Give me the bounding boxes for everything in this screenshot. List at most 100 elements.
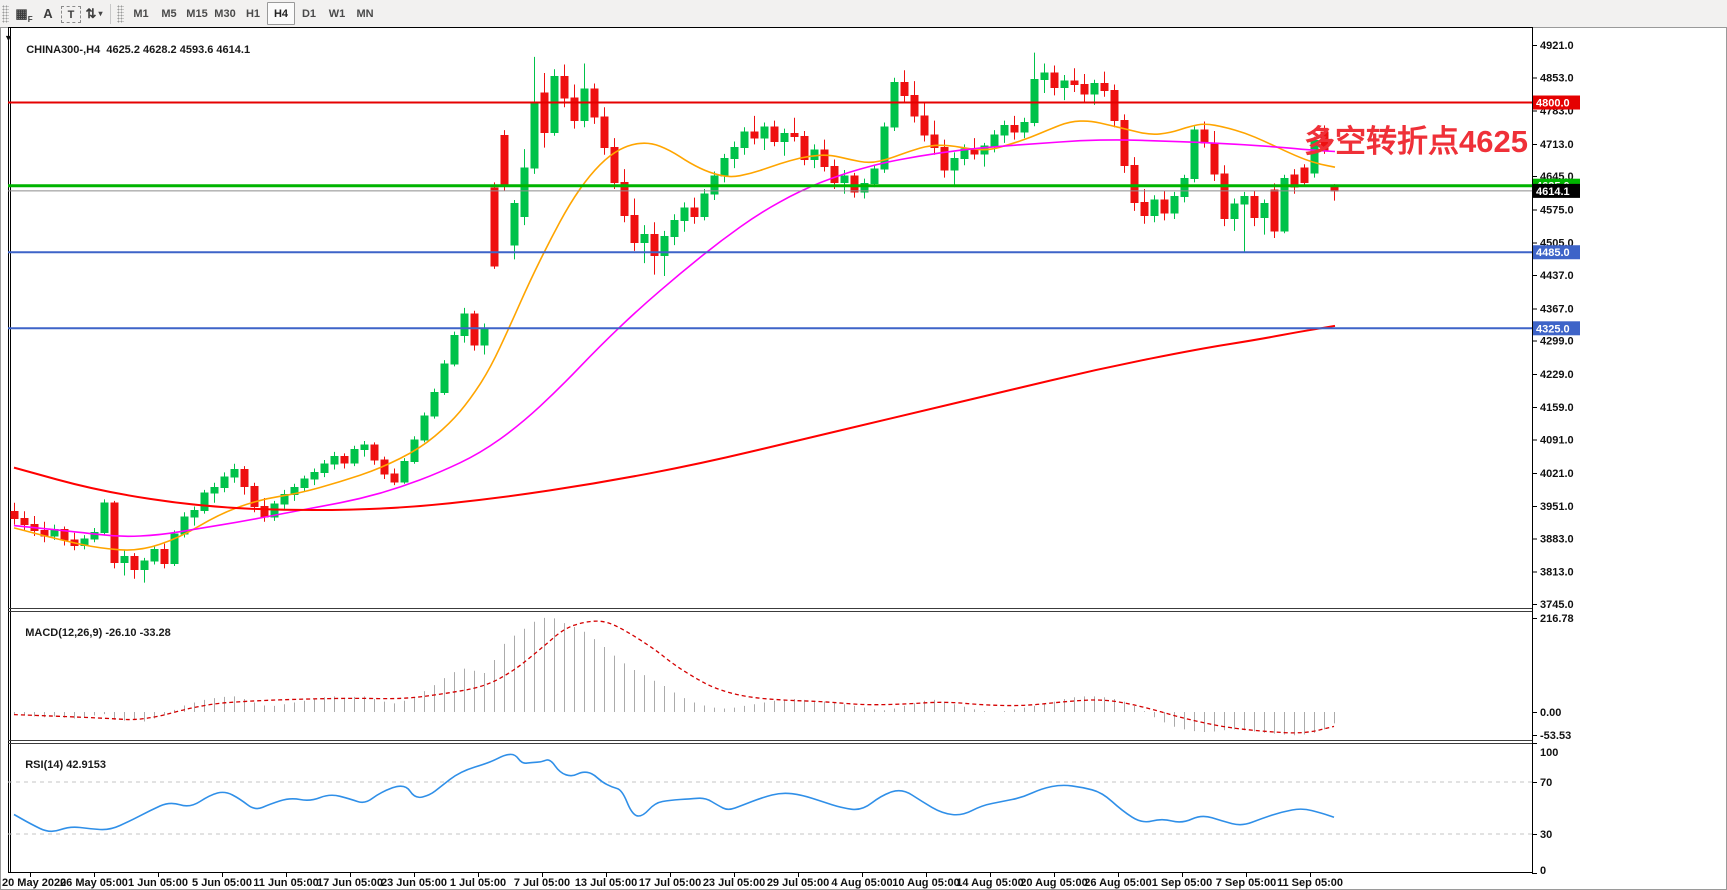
candle[interactable] (570, 97, 579, 122)
candle[interactable] (460, 313, 469, 336)
candle[interactable] (750, 131, 759, 139)
candle[interactable] (1190, 129, 1199, 180)
candle[interactable] (730, 147, 739, 160)
timeframe-mn-button[interactable]: MN (356, 7, 374, 20)
timeframe-w1-button[interactable]: W1 (328, 7, 346, 20)
candle[interactable] (1090, 83, 1099, 95)
candle[interactable] (1010, 124, 1019, 133)
candle[interactable] (820, 149, 829, 168)
candle[interactable] (770, 126, 779, 142)
candle[interactable] (650, 234, 659, 257)
candle[interactable] (1040, 72, 1049, 81)
candle[interactable] (240, 468, 249, 488)
candle[interactable] (640, 234, 649, 244)
candle[interactable] (720, 158, 729, 177)
candle[interactable] (740, 131, 749, 149)
candle[interactable] (1130, 164, 1139, 203)
candle[interactable] (830, 166, 839, 183)
candle[interactable] (680, 207, 689, 221)
candle[interactable] (1180, 178, 1189, 198)
candle[interactable] (1120, 120, 1129, 166)
candle[interactable] (90, 532, 99, 540)
candle[interactable] (1200, 129, 1209, 144)
candle[interactable] (1020, 121, 1029, 133)
candle[interactable] (1170, 196, 1179, 214)
candle[interactable] (450, 334, 459, 365)
candle[interactable] (1270, 189, 1279, 232)
candle[interactable] (260, 506, 269, 518)
chevron-down-icon[interactable]: ▾ (98, 9, 103, 19)
candle[interactable] (870, 168, 879, 184)
candle[interactable] (1260, 202, 1269, 219)
candle[interactable] (700, 193, 709, 218)
candle[interactable] (1030, 79, 1039, 123)
candle[interactable] (990, 134, 999, 147)
candle[interactable] (310, 471, 319, 480)
candle[interactable] (360, 444, 369, 451)
candle[interactable] (1320, 131, 1329, 151)
timeframe-m15-button[interactable]: M15 (186, 7, 208, 20)
candle[interactable] (600, 116, 609, 149)
candle[interactable] (900, 82, 909, 96)
candle[interactable] (660, 236, 669, 257)
candle[interactable] (1080, 83, 1089, 95)
candle[interactable] (280, 494, 289, 505)
candle[interactable] (390, 473, 399, 483)
candle[interactable] (430, 391, 439, 417)
timeframe-m5-button[interactable]: M5 (161, 7, 177, 20)
candle[interactable] (1310, 140, 1319, 174)
candle[interactable] (1300, 167, 1309, 183)
candle[interactable] (850, 175, 859, 193)
candle[interactable] (620, 181, 629, 217)
candle[interactable] (340, 456, 349, 464)
candle[interactable] (930, 134, 939, 149)
candle[interactable] (550, 75, 559, 133)
candle[interactable] (1160, 199, 1169, 214)
candle[interactable] (840, 175, 849, 183)
timeframe-h1-button[interactable]: H1 (245, 7, 261, 20)
candle[interactable] (560, 75, 569, 99)
candle[interactable] (1230, 203, 1239, 219)
candle[interactable] (1050, 72, 1059, 88)
candle[interactable] (130, 555, 139, 570)
candle[interactable] (170, 533, 179, 565)
candle[interactable] (500, 134, 509, 185)
grid-f-icon[interactable]: ▦ F (15, 5, 33, 24)
candle[interactable] (210, 487, 219, 494)
candle[interactable] (1060, 80, 1069, 88)
cursor-a-icon[interactable]: A (43, 5, 53, 21)
candle[interactable] (940, 147, 949, 171)
candle[interactable] (250, 486, 259, 508)
candle[interactable] (540, 92, 549, 133)
candle[interactable] (510, 202, 519, 246)
candle[interactable] (400, 460, 409, 483)
candle[interactable] (370, 444, 379, 461)
candle[interactable] (1250, 196, 1259, 219)
candle[interactable] (320, 463, 329, 473)
timeframe-m1-button[interactable]: M1 (133, 7, 149, 20)
candle[interactable] (910, 94, 919, 117)
candle[interactable] (1240, 196, 1249, 205)
candle[interactable] (490, 187, 499, 267)
candle[interactable] (200, 492, 209, 511)
candle[interactable] (780, 132, 789, 142)
candle[interactable] (350, 449, 359, 464)
candle[interactable] (480, 329, 489, 346)
candle[interactable] (890, 82, 899, 128)
candle[interactable] (860, 182, 869, 193)
candle[interactable] (800, 136, 809, 161)
candle[interactable] (190, 509, 199, 518)
timeframe-d1-button[interactable]: D1 (301, 7, 317, 20)
candle[interactable] (690, 207, 699, 218)
candle[interactable] (220, 476, 229, 489)
candle[interactable] (140, 560, 149, 570)
candle[interactable] (1220, 173, 1229, 219)
text-box-icon[interactable]: T (61, 6, 81, 24)
candle[interactable] (290, 487, 299, 496)
candle[interactable] (1000, 124, 1009, 136)
candle[interactable] (230, 468, 239, 478)
candle[interactable] (630, 215, 639, 244)
candle[interactable] (950, 158, 959, 171)
candle[interactable] (1280, 178, 1289, 232)
candle[interactable] (300, 478, 309, 489)
